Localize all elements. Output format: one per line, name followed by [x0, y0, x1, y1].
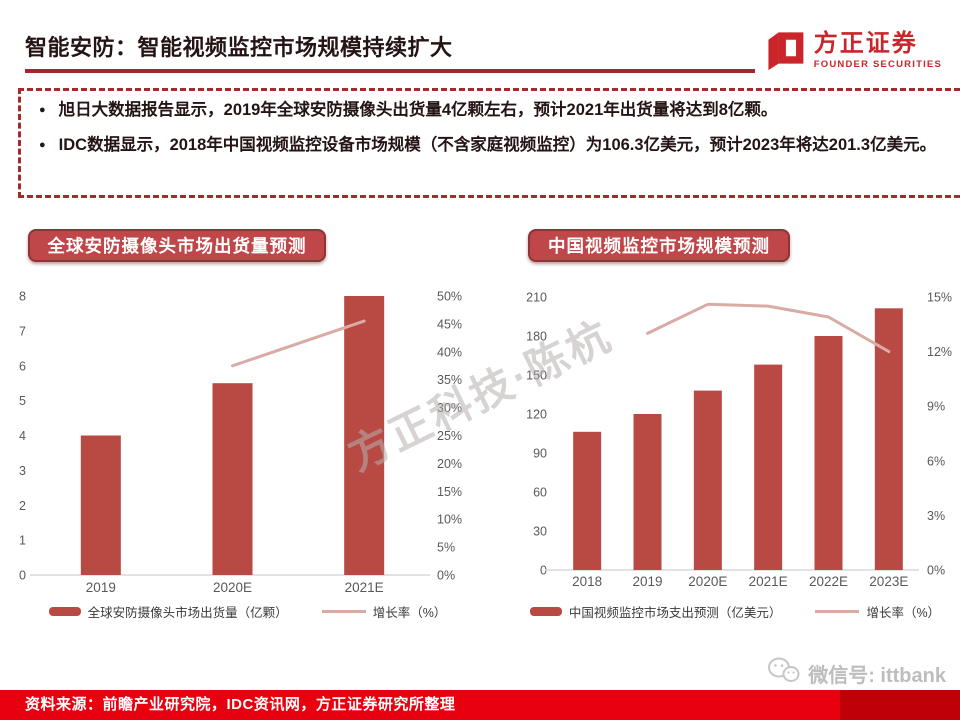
founder-cube-icon — [762, 24, 808, 77]
right-axis-tick: 3% — [927, 509, 945, 523]
left-axis-tick: 3 — [19, 464, 26, 478]
left-axis-tick: 90 — [533, 447, 547, 461]
left-axis-tick: 120 — [526, 408, 547, 422]
left-axis-tick: 30 — [533, 525, 547, 539]
left-axis-tick: 0 — [540, 564, 547, 578]
growth-line — [231, 319, 366, 368]
left-axis-tick: 8 — [19, 290, 26, 304]
x-axis-label: 2020E — [688, 574, 727, 589]
highlights-box: ● 旭日大数据报告显示，2019年全球安防摄像头出货量4亿颗左右，预计2021年… — [18, 88, 960, 198]
left-axis-tick: 1 — [19, 534, 26, 548]
right-axis-tick: 35% — [437, 373, 462, 387]
chart-legend: 中国视频监控市场支出预测（亿美元） 增长率（%） — [525, 602, 945, 621]
left-axis-tick: 5 — [19, 394, 26, 408]
legend-label: 增长率（%） — [866, 606, 941, 620]
right-axis-tick: 10% — [437, 513, 462, 527]
logo-subtitle: FOUNDER SECURITIES — [813, 58, 942, 70]
x-axis-label: 2019 — [86, 580, 116, 595]
bar — [344, 296, 385, 575]
legend-item: 中国视频监控市场支出预测（亿美元） — [529, 602, 782, 621]
bar — [633, 414, 662, 570]
bullet-dot-icon: ● — [39, 138, 46, 151]
right-axis-tick: 6% — [927, 454, 945, 468]
wechat-id-text: 微信号: ittbank — [808, 664, 946, 687]
bar — [693, 390, 722, 570]
footer-bar-dark-segment — [840, 690, 960, 720]
right-axis-tick: 12% — [927, 345, 952, 359]
x-axis-label: 2021E — [749, 574, 788, 589]
logo-name: 方正证券 — [813, 30, 918, 58]
legend-item: 全球安防摄像头市场出货量（亿颗） — [48, 602, 288, 621]
right-axis-tick: 0% — [927, 564, 945, 578]
bullet-dot-icon: ● — [39, 104, 46, 116]
legend-line-swatch-icon — [321, 609, 366, 614]
right-axis-tick: 0% — [437, 569, 455, 583]
left-axis-tick: 0 — [19, 569, 26, 583]
right-axis-tick: 50% — [437, 290, 462, 304]
legend-line-swatch-icon — [815, 609, 860, 614]
left-axis-tick: 4 — [19, 429, 26, 443]
x-axis-label: 2023E — [869, 574, 908, 589]
legend-bar-swatch-icon — [48, 607, 81, 616]
legend-label: 增长率（%） — [372, 606, 447, 620]
right-axis-tick: 30% — [437, 401, 462, 415]
bar — [212, 383, 253, 575]
growth-line — [646, 302, 891, 354]
left-axis-tick: 150 — [526, 369, 547, 383]
right-axis-tick: 15% — [437, 485, 462, 499]
bar — [573, 431, 602, 570]
bar-line-chart-global-shipments: 0 1 2 3 4 5 6 7 8 0% 5% 10% 15% 20% 25% 30% 35% 40% 45% 50%… — [19, 290, 462, 596]
bar — [754, 364, 783, 570]
left-axis-tick: 210 — [526, 291, 547, 305]
x-axis-label: 2018 — [572, 574, 602, 589]
right-axis-tick: 9% — [927, 400, 945, 414]
x-axis-label: 2019 — [632, 574, 662, 589]
wechat-badge: 微信号: ittbank — [767, 656, 946, 690]
bullet-text: 旭日大数据报告显示，2019年全球安防摄像头出货量4亿颗左右，预计2021年出货… — [58, 101, 778, 119]
source-text: 资料来源：前瞻产业研究院，IDC资讯网，方正证券研究所整理 — [25, 696, 456, 713]
right-axis-tick: 45% — [437, 317, 462, 331]
right-axis-tick: 25% — [437, 429, 462, 443]
right-axis-tick: 15% — [927, 291, 952, 305]
x-axis-label: 2022E — [809, 574, 848, 589]
left-axis-tick: 180 — [526, 330, 547, 344]
bullet-item: ● 旭日大数据报告显示，2019年全球安防摄像头出货量4亿颗左右，预计2021年… — [39, 99, 957, 123]
legend-item: 增长率（%） — [815, 602, 940, 621]
left-axis-tick: 6 — [19, 359, 26, 373]
bar — [814, 336, 843, 570]
wechat-icon — [767, 656, 801, 690]
page-title: 智能安防：智能视频监控市场规模持续扩大 — [25, 35, 453, 60]
chart-legend: 全球安防摄像头市场出货量（亿颗） 增长率（%） — [25, 602, 470, 621]
right-axis-tick: 40% — [437, 345, 462, 359]
bullet-item: ● IDC数据显示，2018年中国视频监控设备市场规模（不含家庭视频监控）为10… — [39, 134, 957, 158]
founder-securities-logo: 方正证券 FOUNDER SECURITIES — [762, 24, 942, 77]
bar-line-chart-china-market: 0 30 60 90 120 150 180 210 0% 3% 6% 9% 12% 15% 2018 201… — [526, 291, 952, 590]
bullet-text: IDC数据显示，2018年中国视频监控设备市场规模（不含家庭视频监控）为106.… — [58, 135, 937, 154]
left-axis-tick: 60 — [533, 486, 547, 500]
left-axis-tick: 2 — [19, 499, 26, 513]
x-axis-label: 2020E — [213, 580, 252, 595]
legend-label: 全球安防摄像头市场出货量（亿颗） — [87, 606, 288, 620]
legend-item: 增长率（%） — [321, 602, 447, 621]
chart-title-china-market: 中国视频监控市场规模预测 — [528, 229, 790, 262]
right-axis-tick: 5% — [437, 541, 455, 555]
x-axis-label: 2021E — [345, 580, 384, 595]
legend-label: 中国视频监控市场支出预测（亿美元） — [568, 606, 782, 620]
title-underline — [25, 69, 755, 73]
legend-bar-swatch-icon — [529, 607, 562, 616]
chart-title-global-shipments: 全球安防摄像头市场出货量预测 — [28, 229, 326, 262]
bar — [80, 435, 121, 575]
right-axis-tick: 20% — [437, 457, 462, 471]
left-axis-tick: 7 — [19, 324, 26, 338]
footer-bar: 资料来源：前瞻产业研究院，IDC资讯网，方正证券研究所整理 — [0, 690, 960, 720]
